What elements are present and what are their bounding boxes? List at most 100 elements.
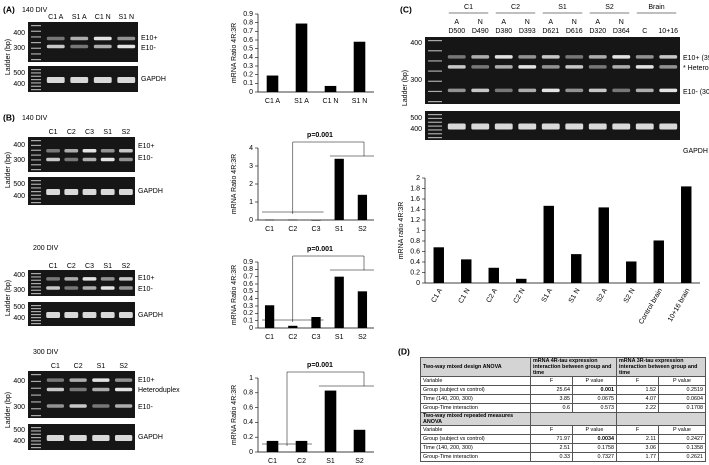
x-tick-label: C1: [268, 458, 277, 465]
gel-band: [588, 55, 607, 59]
lane-label: C3: [85, 129, 94, 136]
lane-label: C1: [49, 129, 58, 136]
gel-band: [659, 55, 678, 59]
group-label: S2: [605, 4, 614, 11]
gel-title: 200 DIV: [33, 245, 59, 252]
gel-image: [28, 22, 138, 62]
y-tick-label: 3: [249, 163, 253, 170]
ladder-label: 500: [13, 427, 25, 434]
ladder-band: [31, 305, 41, 307]
gel-band: [117, 36, 136, 41]
band-label: * Heteroduplex: [683, 65, 709, 72]
x-tick-label: C2: [288, 226, 297, 233]
lane-label: S1: [97, 363, 106, 370]
gel-band: [635, 88, 654, 93]
y-tick-label: 0.5: [243, 288, 253, 295]
ladder-label: 400: [13, 142, 25, 149]
bar: [653, 240, 664, 283]
gel-band: [92, 404, 110, 408]
ladder-band: [428, 114, 442, 116]
x-tick-label: S2: [355, 458, 364, 465]
gel-band: [100, 286, 115, 290]
gel-band: [64, 157, 79, 162]
ladder-band: [31, 374, 41, 376]
y-tick-label: 0.4: [243, 296, 253, 303]
loading-label: GAPDH: [141, 76, 166, 83]
col-header: P value: [572, 376, 617, 386]
bar: [295, 23, 308, 92]
gel-band: [46, 157, 61, 162]
y-tick-label: 0.8: [410, 238, 420, 245]
gel-band: [518, 55, 537, 59]
lane-label: A: [501, 19, 506, 26]
ladder-label: 400: [13, 81, 25, 88]
gel-band: [46, 312, 61, 318]
ladder-label: 300: [410, 77, 422, 84]
panel-label: (D): [398, 346, 410, 356]
ladder-band: [31, 279, 41, 281]
gel-band: [471, 123, 490, 130]
lane-label: S2: [119, 363, 128, 370]
bar: [266, 75, 279, 92]
x-tick-label: C2 A: [485, 287, 499, 304]
cell: 4.07: [616, 394, 659, 404]
ladder-band: [31, 154, 41, 156]
ladder-band: [428, 90, 442, 93]
gel-band: [70, 77, 89, 83]
gel-band: [118, 312, 133, 318]
band-label: E10+: [138, 275, 155, 282]
cell: 0.001: [572, 385, 617, 395]
gel-band: [82, 149, 97, 153]
y-axis-label: mRNA Ratio 4R:3R: [231, 385, 238, 445]
bar: [288, 325, 298, 328]
panel-label: (B): [3, 112, 15, 122]
ladder-band: [31, 159, 41, 161]
gel-band: [118, 286, 133, 290]
gel-band: [117, 44, 136, 49]
gel-band: [635, 65, 654, 69]
gel-band: [518, 88, 537, 93]
lane-label: S1: [103, 129, 112, 136]
bar: [266, 440, 279, 452]
gel-band: [118, 157, 133, 162]
cell: 0.1358: [658, 443, 706, 453]
x-tick-label: S1: [326, 458, 335, 465]
ladder-label: 400: [410, 126, 422, 133]
ladder-band: [31, 30, 41, 32]
gel-band: [114, 435, 133, 441]
gel-band: [82, 286, 97, 290]
bar: [571, 254, 582, 283]
ladder-band: [31, 180, 41, 182]
gel-band: [659, 88, 678, 93]
ladder-band: [31, 440, 41, 442]
cell: 0.2519: [658, 385, 706, 395]
ladder-band: [31, 53, 41, 55]
cell: Group (subject vs control): [420, 385, 531, 395]
ladder-band: [31, 169, 41, 171]
x-tick-label: C1 N: [323, 98, 339, 105]
cell: 0.2621: [658, 452, 706, 462]
y-tick-label: 0: [249, 89, 253, 96]
table-header: [530, 412, 617, 426]
ladder-band: [31, 323, 41, 325]
y-tick-label: 0: [249, 449, 253, 456]
p-value: p=0.001: [307, 362, 333, 369]
gel-band: [588, 65, 607, 69]
col-header: F: [530, 425, 573, 435]
gel-band: [46, 286, 61, 290]
ladder-band: [31, 283, 41, 285]
gel-band: [447, 55, 466, 59]
ladder-band: [428, 117, 442, 120]
ladder-band: [31, 183, 41, 185]
lane-label: N: [572, 19, 577, 26]
y-axis-label: mRNA Ratio 4R:3R: [231, 154, 238, 214]
ladder-band: [31, 380, 41, 383]
ladder-band: [31, 149, 41, 151]
y-tick-label: 0.7: [243, 28, 253, 35]
sample-label: D616: [566, 28, 583, 35]
ladder-band: [31, 430, 41, 432]
lane-label: A: [595, 19, 600, 26]
ladder-band: [31, 164, 41, 166]
ladder-label: 300: [13, 157, 25, 164]
col-header: F: [616, 425, 659, 435]
